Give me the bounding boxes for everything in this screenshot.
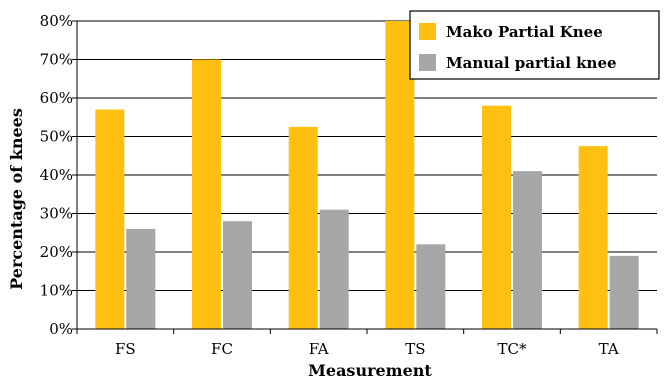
y-tick-label: 0% bbox=[49, 320, 73, 338]
x-axis-title: Measurement bbox=[308, 361, 432, 380]
y-tick-label: 40% bbox=[40, 166, 73, 184]
x-axis-ticks: FS FC FA TS TC* TA bbox=[76, 329, 658, 358]
legend-label-manual: Manual partial knee bbox=[446, 54, 617, 72]
x-tick-label: FC bbox=[211, 340, 233, 358]
x-tick-label: TC* bbox=[498, 340, 527, 358]
legend: Mako Partial Knee Manual partial knee bbox=[409, 10, 660, 80]
x-tick-label: TA bbox=[599, 340, 619, 358]
bar-mako-fc bbox=[192, 59, 221, 329]
legend-box bbox=[409, 10, 660, 80]
y-tick-label: 20% bbox=[40, 243, 73, 261]
bar-manual-fc bbox=[223, 221, 252, 329]
y-tick-label: 80% bbox=[40, 12, 73, 30]
bar-manual-ts bbox=[416, 244, 446, 329]
bar-manual-fa bbox=[319, 209, 349, 329]
legend-swatch-mako bbox=[419, 23, 436, 40]
legend-label-mako: Mako Partial Knee bbox=[446, 23, 603, 41]
bar-mako-tc bbox=[482, 105, 511, 329]
bar-mako-fa bbox=[288, 126, 318, 329]
x-tick-label: TS bbox=[405, 340, 425, 358]
bar-mako-fs bbox=[95, 109, 125, 329]
bar-manual-ta bbox=[609, 255, 639, 329]
gridlines bbox=[77, 20, 657, 291]
bar-mako-ta bbox=[578, 146, 608, 329]
bars bbox=[95, 21, 639, 329]
y-tick-label: 30% bbox=[40, 205, 73, 223]
x-tick-label: FS bbox=[115, 340, 136, 358]
y-tick-label: 60% bbox=[40, 89, 73, 107]
y-tick-label: 10% bbox=[40, 282, 73, 300]
y-axis-title: Percentage of knees bbox=[7, 108, 26, 290]
x-tick-label: FA bbox=[309, 340, 329, 358]
y-axis-ticks: 0% 10% 20% 30% 40% 50% 60% 70% 80% bbox=[40, 12, 77, 338]
y-tick-label: 50% bbox=[40, 128, 73, 146]
y-tick-label: 70% bbox=[40, 51, 73, 69]
bar-manual-tc bbox=[513, 171, 542, 329]
legend-swatch-manual bbox=[419, 54, 436, 71]
bar-manual-fs bbox=[126, 228, 156, 329]
